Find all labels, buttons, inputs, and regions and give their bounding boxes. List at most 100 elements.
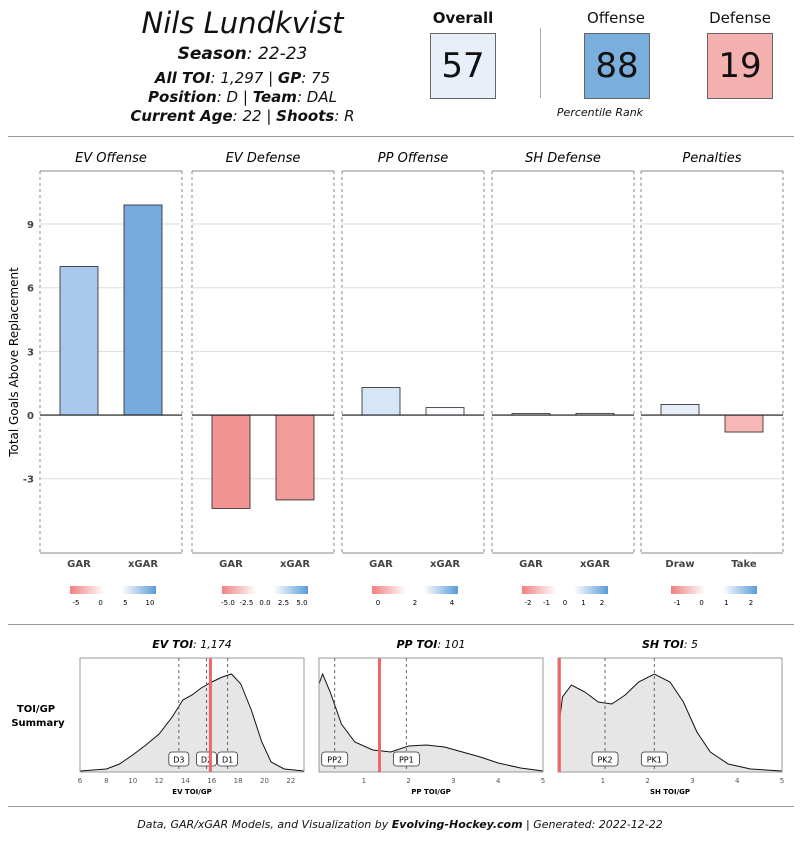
x-tick-label: Take	[731, 559, 757, 570]
toi-panel-frame	[318, 657, 544, 773]
player-name: Nils Lundkvist	[141, 6, 344, 40]
x-tick-label: 6	[78, 777, 83, 785]
y-tick-label: -3	[23, 475, 34, 486]
x-tick-label: 12	[155, 777, 164, 785]
y-axis-label: Total Goals Above Replacement	[7, 267, 21, 458]
panel-title: SH Defense	[525, 151, 601, 166]
x-tick-label: 5	[541, 777, 545, 785]
x-tick-label: GAR	[519, 559, 543, 570]
offense-rank-label: Offense	[587, 9, 645, 27]
x-tick-label: 3	[690, 777, 694, 785]
defense-rank-label: Defense	[709, 9, 771, 27]
gar-panel-ev-defense: EV Defense GAR xGAR -5.0 -2.5 0.0 2.5 5.0	[191, 151, 335, 607]
x-tick-label: 4	[496, 777, 501, 785]
legend-tick-label: 2	[413, 599, 417, 607]
x-tick-label: 20	[260, 777, 269, 785]
ref-label-d1: D1	[222, 756, 233, 765]
x-tick-label: xGAR	[580, 559, 610, 570]
gar-panel-sh-defense: SH Defense GAR xGAR -2 -1 0 1 2	[491, 151, 635, 607]
legend-tick-label: 0	[699, 599, 703, 607]
density-area	[558, 674, 782, 772]
density-line	[318, 672, 544, 772]
x-tick-label: 1	[362, 777, 366, 785]
legend-tick-label: -2.5	[240, 599, 254, 607]
toi-section-label: Summary	[11, 718, 65, 729]
toi-panel-pp-toi: PP TOI: 101 PP2 PP1 1 2 3 4 5 PP TOI/GP	[318, 638, 545, 796]
footer-divider	[8, 806, 794, 807]
legend-tick-label: 0	[563, 599, 567, 607]
gar-chart: Total Goals Above Replacement -3 0 3 6 9 EV Of…	[7, 151, 784, 607]
x-tick-label: 5	[780, 777, 784, 785]
x-tick-label: GAR	[67, 559, 91, 570]
x-tick-label: 14	[181, 777, 190, 785]
legend-tick-label: 5.0	[296, 599, 307, 607]
bar-xgar	[123, 204, 163, 416]
legend-tick-label: -5.0	[221, 599, 235, 607]
footer-brand: Evolving-Hockey.com	[391, 818, 523, 831]
overall-rank-label: Overall	[432, 9, 494, 27]
bar-gar	[59, 266, 99, 416]
toi-panel-title: PP TOI: 101	[396, 638, 465, 651]
legend-tick-label: -2	[525, 599, 532, 607]
ref-label-d3: D3	[173, 756, 184, 765]
density-area	[319, 674, 543, 772]
legend-tick-label: 4	[450, 599, 455, 607]
legend-tick-label: -5	[73, 599, 80, 607]
x-tick-label: 22	[286, 777, 295, 785]
ref-label-box	[168, 751, 190, 767]
color-legend-bar	[222, 586, 308, 594]
toi-section-label: TOI/GP	[17, 704, 55, 715]
header-divider	[8, 136, 794, 137]
density-line	[79, 673, 305, 772]
overall-rank-value: 57	[430, 33, 496, 99]
gar-panel-penalties: Penalties Draw Take -1 0 1 2	[640, 151, 784, 607]
bar-xgar	[275, 414, 315, 501]
x-tick-label: GAR	[219, 559, 243, 570]
legend-tick-label: 2	[749, 599, 753, 607]
ref-label-pk2: PK2	[597, 756, 612, 765]
x-tick-label: 2	[406, 777, 410, 785]
offense-rank-value: 88	[584, 33, 650, 99]
x-axis-label: EV TOI/GP	[172, 788, 211, 796]
position-line: Position: D | Team: DAL	[148, 88, 337, 106]
x-tick-label: Draw	[665, 559, 694, 570]
y-tick-label: 0	[27, 411, 34, 422]
bar-gar	[361, 387, 401, 416]
percentile-rank-note: Percentile Rank	[556, 106, 644, 119]
ref-label-box	[321, 751, 349, 767]
toi-panel-ev-toi: EV TOI: 1,174 D3 D2 D1 6 8 10 12 14 16 18 20 22 EV TO…	[78, 638, 305, 796]
ref-label-box	[640, 751, 668, 767]
x-tick-label: 16	[207, 777, 216, 785]
x-tick-label: 18	[234, 777, 243, 785]
rank-divider	[540, 28, 541, 98]
bar-draw	[660, 404, 700, 416]
ref-label-d2: D2	[201, 756, 212, 765]
x-tick-label: 10	[128, 777, 137, 785]
legend-tick-label: 0	[376, 599, 380, 607]
x-tick-label: 3	[451, 777, 455, 785]
legend-tick-label: 2	[600, 599, 604, 607]
x-tick-label: 4	[735, 777, 740, 785]
toi-panel-title: SH TOI: 5	[642, 638, 698, 651]
toi-panel-sh-toi: SH TOI: 5 PK2 PK1 1 2 3 4 5 SH TOI/GP	[557, 638, 784, 796]
age-line: Current Age: 22 | Shoots: R	[130, 107, 355, 125]
color-legend-bar	[522, 586, 608, 594]
y-tick-label: 3	[27, 347, 34, 358]
legend-tick-label: 2.5	[278, 599, 289, 607]
ref-label-box	[392, 751, 420, 767]
toi-panel-frame	[79, 657, 305, 773]
x-tick-label: 1	[601, 777, 605, 785]
x-axis-label: SH TOI/GP	[650, 788, 690, 796]
legend-tick-label: -1	[543, 599, 550, 607]
density-line	[557, 673, 783, 772]
bar-take	[724, 414, 764, 433]
bar-xgar	[425, 407, 465, 416]
legend-tick-label: 10	[146, 599, 155, 607]
gar-panel-pp-offense: PP Offense GAR xGAR 0 2 4	[341, 151, 485, 607]
color-legend-bar	[70, 586, 156, 594]
toi-panel-title: EV TOI: 1,174	[152, 638, 232, 651]
x-tick-label: 8	[104, 777, 108, 785]
legend-tick-label: 0.0	[259, 599, 270, 607]
x-tick-label: xGAR	[280, 559, 310, 570]
